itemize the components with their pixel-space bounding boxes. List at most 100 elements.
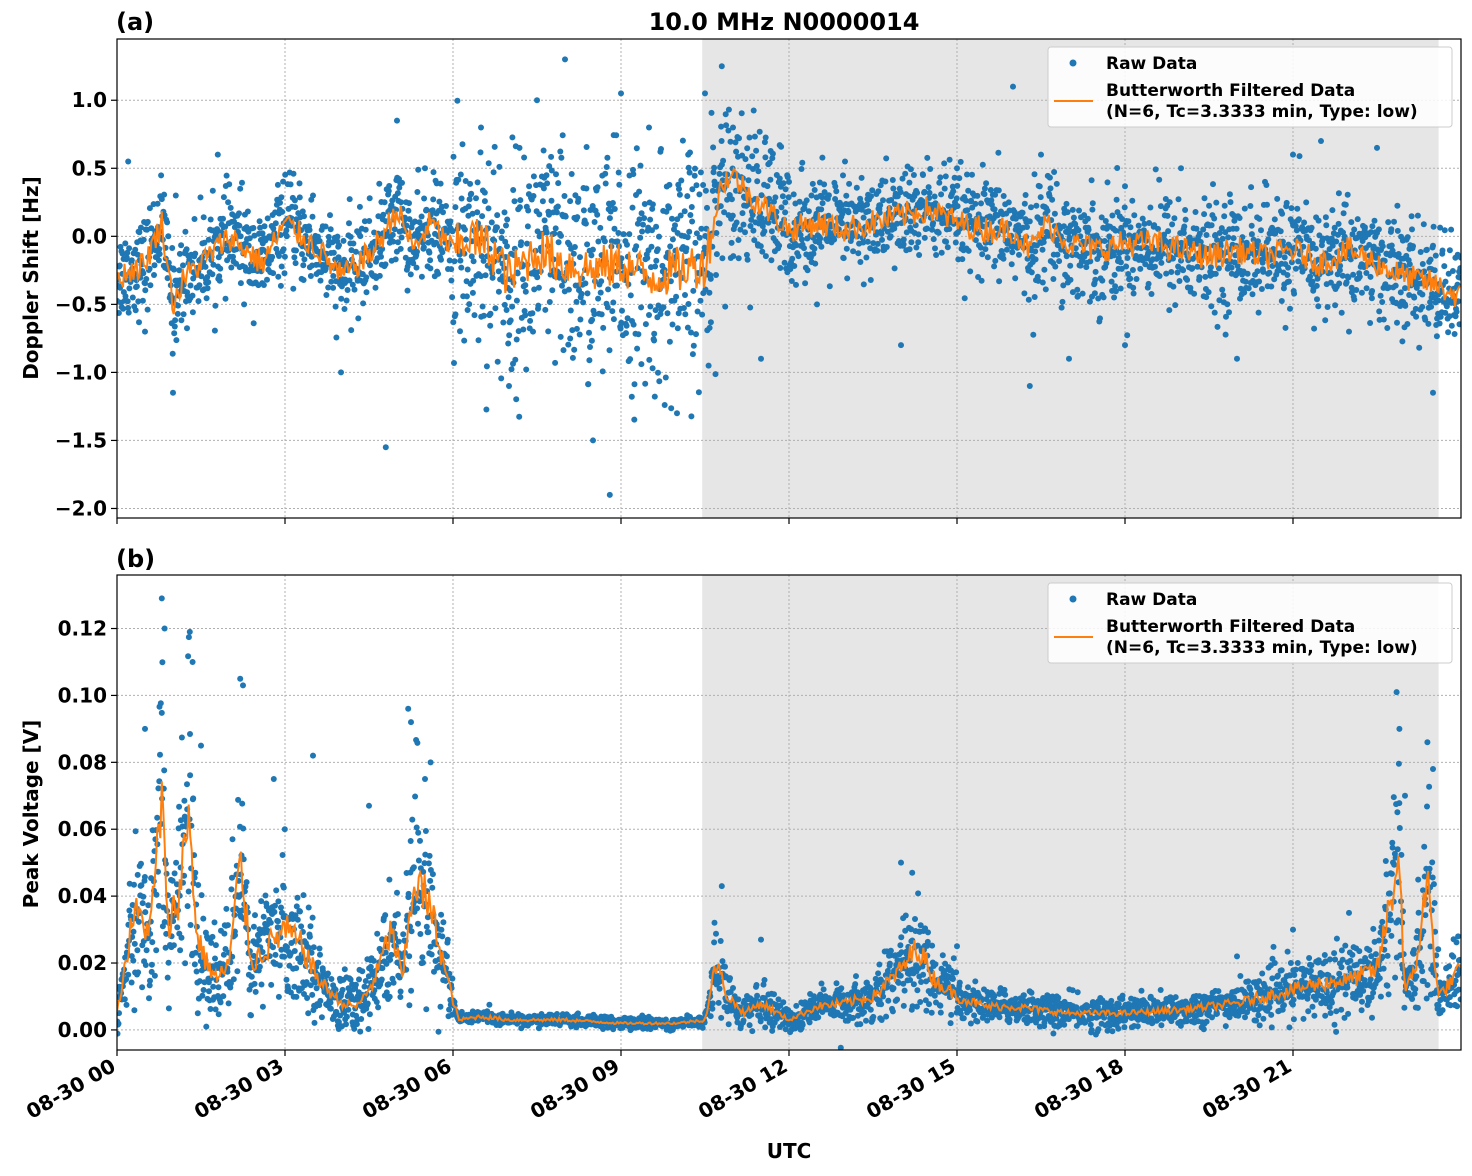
raw-point <box>125 972 131 978</box>
raw-point <box>181 798 187 804</box>
raw-point <box>466 203 472 209</box>
raw-point <box>350 241 356 247</box>
raw-point <box>525 208 531 214</box>
raw-point <box>818 244 824 250</box>
raw-point <box>759 192 765 198</box>
raw-point <box>574 299 580 305</box>
raw-point <box>563 214 569 220</box>
raw-point <box>1325 304 1331 310</box>
raw-point <box>126 245 132 251</box>
raw-point <box>776 243 782 249</box>
raw-point <box>874 248 880 254</box>
raw-point <box>422 165 428 171</box>
raw-point <box>754 982 760 988</box>
raw-point <box>634 145 640 151</box>
raw-point <box>1213 200 1219 206</box>
raw-point <box>377 273 383 279</box>
raw-point <box>962 295 968 301</box>
raw-point <box>273 952 279 958</box>
raw-point <box>380 212 386 218</box>
raw-point <box>154 892 160 898</box>
raw-point <box>395 239 401 245</box>
raw-point <box>644 255 650 261</box>
raw-point <box>382 912 388 918</box>
raw-point <box>308 273 314 279</box>
raw-point <box>1381 317 1387 323</box>
raw-point <box>1425 321 1431 327</box>
raw-point <box>1065 209 1071 215</box>
raw-point <box>1339 310 1345 316</box>
raw-point <box>333 335 339 341</box>
raw-point <box>438 257 444 263</box>
raw-point <box>758 356 764 362</box>
raw-point <box>983 180 989 186</box>
raw-point <box>396 939 402 945</box>
raw-point <box>1323 214 1329 220</box>
raw-point <box>378 254 384 260</box>
raw-point <box>604 155 610 161</box>
raw-point <box>879 231 885 237</box>
raw-point <box>218 999 224 1005</box>
raw-point <box>186 634 192 640</box>
raw-point <box>317 998 323 1004</box>
raw-point <box>670 236 676 242</box>
raw-point <box>1234 356 1240 362</box>
raw-point <box>293 965 299 971</box>
raw-point <box>740 210 746 216</box>
raw-point <box>758 243 764 249</box>
raw-point <box>600 325 606 331</box>
raw-point <box>177 947 183 953</box>
raw-point <box>1284 272 1290 278</box>
raw-point <box>1130 285 1136 291</box>
raw-point <box>465 307 471 313</box>
raw-point <box>579 291 585 297</box>
raw-point <box>359 968 365 974</box>
raw-point <box>228 205 234 211</box>
chart-title: 10.0 MHz N0000014 <box>649 8 920 36</box>
raw-point <box>301 892 307 898</box>
raw-point <box>945 244 951 250</box>
raw-point <box>306 905 312 911</box>
raw-point <box>602 238 608 244</box>
raw-point <box>770 151 776 157</box>
raw-point <box>630 205 636 211</box>
raw-point <box>521 155 527 161</box>
raw-point <box>188 283 194 289</box>
raw-point <box>353 249 359 255</box>
raw-point <box>297 909 303 915</box>
raw-point <box>985 254 991 260</box>
raw-point <box>506 332 512 338</box>
raw-point <box>143 962 149 968</box>
raw-point <box>861 281 867 287</box>
raw-point <box>408 838 414 844</box>
raw-point <box>967 268 973 274</box>
raw-point <box>367 262 373 268</box>
raw-point <box>1265 236 1271 242</box>
raw-point <box>1045 208 1051 214</box>
raw-point <box>549 198 555 204</box>
raw-point <box>1333 239 1339 245</box>
raw-point <box>646 357 652 363</box>
raw-point <box>802 280 808 286</box>
raw-point <box>749 153 755 159</box>
raw-point <box>512 198 518 204</box>
raw-point <box>1410 243 1416 249</box>
raw-point <box>383 444 389 450</box>
raw-point <box>1449 323 1455 329</box>
raw-point <box>996 187 1002 193</box>
raw-point <box>1368 274 1374 280</box>
raw-point <box>932 194 938 200</box>
raw-point <box>914 190 920 196</box>
raw-point <box>635 331 641 337</box>
raw-point <box>166 1005 172 1011</box>
raw-point <box>714 251 720 257</box>
raw-point <box>571 347 577 353</box>
raw-point <box>507 287 513 293</box>
raw-point <box>365 1001 371 1007</box>
raw-point <box>488 311 494 317</box>
raw-point <box>1054 181 1060 187</box>
raw-point <box>198 194 204 200</box>
raw-point <box>1006 199 1012 205</box>
raw-point <box>419 954 425 960</box>
raw-point <box>270 270 276 276</box>
